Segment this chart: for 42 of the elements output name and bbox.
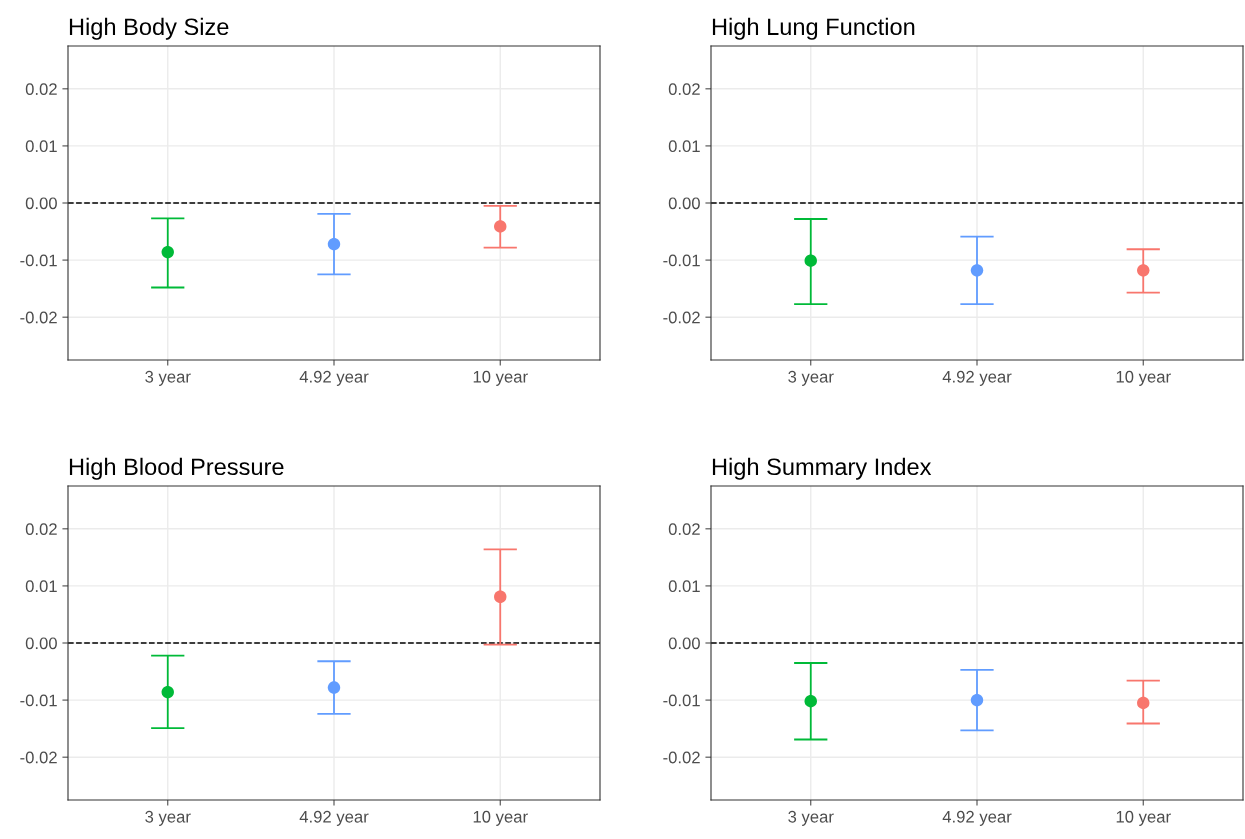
x-tick-label: 3 year [145, 370, 191, 386]
y-tick-label: 0.00 [25, 637, 57, 650]
y-tick-label: 0.02 [668, 83, 700, 96]
x-tick-label: 3 year [145, 810, 191, 826]
y-tick-label: 0.01 [25, 580, 57, 593]
y-tick-label: 0.00 [668, 197, 700, 210]
x-tick-label: 10 year [473, 810, 528, 826]
point [161, 685, 174, 699]
x-tick-label: 4.92 year [299, 810, 369, 826]
y-tick-label: 0.02 [25, 523, 57, 536]
x-tick-label: 3 year [788, 370, 834, 386]
x-tick-label: 10 year [1116, 370, 1171, 386]
x-tick-label: 10 year [473, 370, 528, 386]
y-tick-label: 0.01 [25, 140, 57, 153]
y-tick-label: -0.01 [20, 254, 57, 267]
x-tick-label: 4.92 year [942, 810, 1012, 826]
point [161, 245, 174, 259]
y-tick-label: -0.02 [663, 751, 700, 764]
y-tick-label: -0.02 [663, 311, 700, 324]
y-tick-label: -0.01 [663, 694, 700, 707]
y-tick-label: 0.02 [25, 83, 57, 96]
chart-title: High Blood Pressure [69, 457, 284, 480]
chart-title: High Body Size [69, 17, 229, 40]
y-tick-label: 0.01 [668, 580, 700, 593]
point [494, 220, 507, 233]
chart-title: High Lung Function [712, 17, 915, 40]
y-tick-label: 0.01 [668, 140, 700, 153]
y-tick-label: -0.02 [20, 751, 57, 764]
point [494, 590, 507, 603]
y-tick-label: -0.01 [20, 694, 57, 707]
x-tick-label: 10 year [1116, 810, 1171, 826]
x-tick-label: 4.92 year [942, 370, 1012, 386]
chart-title: High Summary Index [712, 457, 932, 480]
point [327, 681, 341, 694]
y-tick-label: -0.02 [20, 311, 57, 324]
y-tick-label: 0.00 [668, 637, 700, 650]
x-tick-label: 3 year [788, 810, 834, 826]
y-tick-label: -0.01 [663, 254, 700, 267]
point [327, 237, 341, 251]
x-tick-label: 4.92 year [299, 370, 369, 386]
y-tick-label: 0.02 [668, 523, 700, 536]
y-tick-label: 0.00 [25, 197, 57, 210]
